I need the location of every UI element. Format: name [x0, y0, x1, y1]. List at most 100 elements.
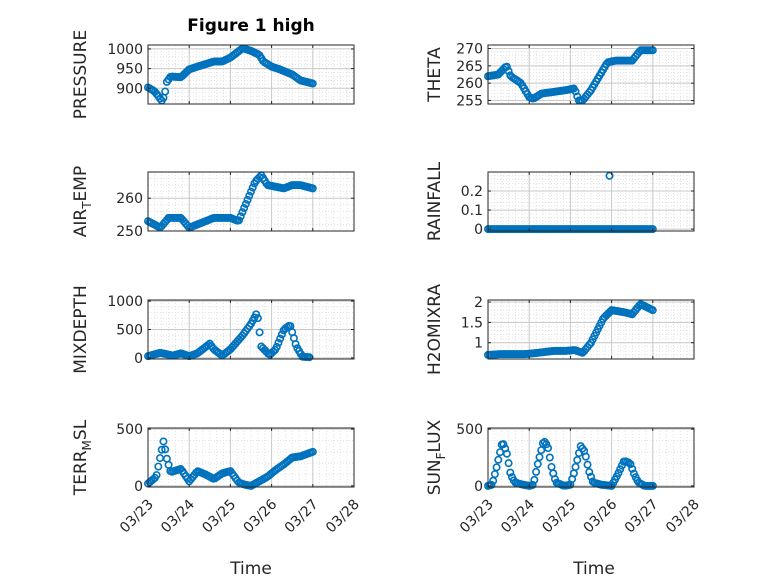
data-point — [252, 310, 261, 319]
axes-box — [147, 427, 355, 488]
subplot-3: 250 260 AIRTEMP — [71, 166, 355, 240]
data-point — [255, 173, 264, 182]
figure-title: Figure 1 high — [187, 16, 315, 36]
data-point — [614, 469, 623, 478]
axes-box — [147, 171, 355, 232]
y-tick-label: 260 — [456, 76, 483, 92]
data-point — [308, 447, 317, 456]
y-tick-label: 0.1 — [461, 203, 483, 219]
data-point — [648, 225, 657, 234]
axes-box — [487, 299, 695, 360]
data-point — [537, 446, 546, 455]
subplot-1: 900 950 1000 PRESSURE — [71, 30, 355, 119]
data-point — [545, 453, 554, 462]
data-point — [247, 187, 256, 196]
subplot-6: 1 1.5 2 H2OMIXRA — [425, 284, 695, 375]
data-point — [626, 460, 635, 469]
y-tick-label: 2 — [474, 295, 483, 311]
data-point — [245, 191, 254, 200]
data-point — [628, 464, 637, 473]
axes-box — [487, 44, 695, 105]
data-point — [274, 338, 283, 347]
data-point — [585, 468, 594, 477]
x-axis-label-right: Time — [572, 559, 615, 579]
data-point — [583, 460, 592, 469]
data-point — [238, 208, 247, 217]
x-tick-label: 03/26 — [241, 496, 281, 536]
subplot-7: 03/23 03/24 03/25 03/26 03/27 03/28 0 500 TERRMS… — [71, 419, 363, 536]
data-point — [605, 171, 614, 180]
data-point — [530, 475, 539, 484]
x-tick-label: 03/27 — [282, 497, 322, 537]
x-tick-label: 03/24 — [498, 496, 538, 536]
x-tick-label: 03/24 — [158, 496, 198, 536]
y-tick-label: 0 — [474, 479, 483, 495]
y-tick-label: 255 — [456, 94, 483, 110]
data-point — [248, 183, 257, 192]
data-point — [538, 439, 547, 448]
data-point — [272, 342, 281, 351]
y-axis-label: THETA — [425, 47, 445, 103]
data-point — [492, 463, 501, 472]
axes-box — [487, 427, 695, 488]
y-tick-label: 0.2 — [461, 184, 483, 200]
data-point — [616, 465, 625, 474]
data-point — [161, 87, 170, 96]
y-axis-label: AIRTEMP — [71, 166, 94, 237]
subplot-5: 0 500 1000 MIXDEPTH — [71, 285, 355, 374]
data-point — [532, 467, 541, 476]
data-point — [159, 437, 168, 446]
data-point — [504, 67, 513, 76]
data-point — [648, 306, 657, 315]
x-axis-label-left: Time — [229, 559, 272, 579]
y-tick-label: 250 — [116, 224, 143, 240]
y-tick-label: 1000 — [107, 42, 143, 58]
y-tick-label: 1 — [474, 336, 483, 352]
y-tick-label: 500 — [456, 422, 483, 438]
data-point — [234, 216, 243, 225]
y-tick-label: 265 — [456, 59, 483, 75]
y-axis-label: TERRMSL — [71, 419, 94, 496]
data-point — [243, 195, 252, 204]
data-point — [152, 471, 161, 480]
data-point — [276, 334, 285, 343]
x-tick-label: 03/23 — [457, 497, 497, 537]
data-point — [308, 184, 317, 193]
data-point — [624, 458, 633, 467]
data-point — [157, 445, 166, 454]
x-tick-label: 03/27 — [622, 497, 662, 537]
data-point — [586, 472, 595, 481]
y-axis-label: H2OMIXRA — [425, 284, 445, 375]
y-axis-label: RAINFALL — [425, 161, 445, 241]
y-axis-label: MIXDEPTH — [71, 285, 91, 374]
data-point — [241, 199, 250, 208]
data-point — [499, 440, 508, 449]
data-point — [533, 460, 542, 469]
y-tick-label: 1.5 — [461, 315, 483, 331]
data-point — [253, 314, 262, 323]
subplot-8: 03/23 03/24 03/25 03/26 03/27 03/28 0 500 SUNFLU… — [425, 419, 703, 536]
x-tick-label: 03/23 — [117, 497, 157, 537]
data-point — [542, 440, 551, 449]
subplot-4: 0 0.1 0.2 RAINFALL — [425, 161, 695, 241]
data-point — [156, 94, 165, 103]
x-tick-label: 03/25 — [539, 497, 579, 537]
y-axis-label: SUNFLUX — [425, 419, 448, 495]
axes-box — [487, 171, 695, 232]
y-tick-label: 1000 — [107, 294, 143, 310]
data-point — [648, 481, 657, 490]
y-tick-label: 500 — [116, 422, 143, 438]
data-point — [291, 340, 300, 349]
data-point — [504, 459, 513, 468]
y-tick-label: 500 — [116, 323, 143, 339]
y-tick-label: 950 — [116, 62, 143, 78]
y-tick-label: 0 — [134, 351, 143, 367]
data-point — [240, 204, 249, 213]
data-point — [154, 462, 163, 471]
data-point — [494, 455, 503, 464]
y-tick-label: 900 — [116, 81, 143, 97]
data-point — [236, 212, 245, 221]
